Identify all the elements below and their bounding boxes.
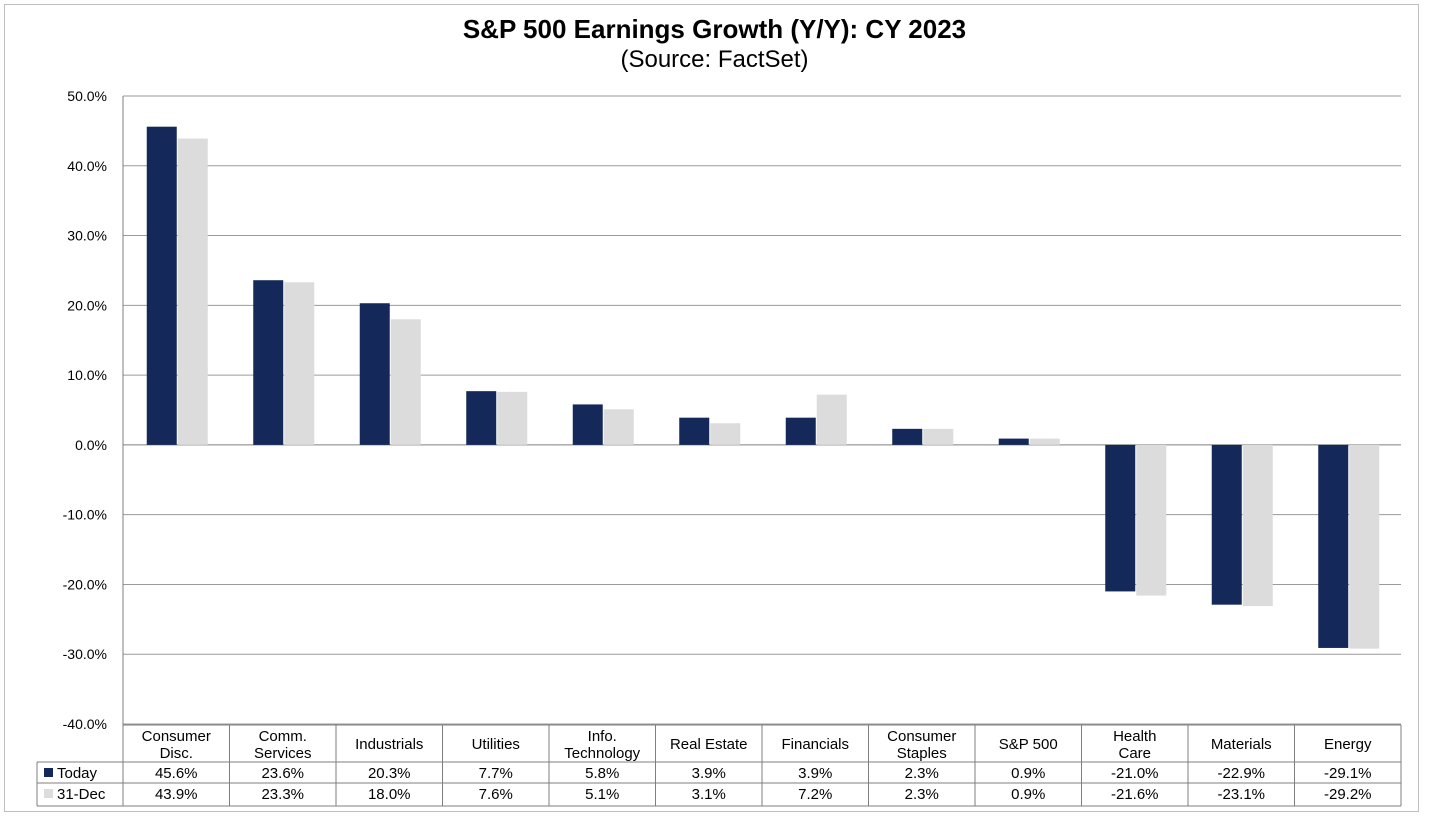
bar-today — [679, 417, 710, 445]
data-label: -22.9% — [1217, 765, 1265, 782]
bar-today — [466, 391, 497, 445]
y-tick-label: -10.0% — [63, 507, 107, 523]
data-label: 5.8% — [585, 765, 619, 782]
legend-label: Today — [57, 765, 98, 782]
data-label: 0.9% — [1011, 786, 1045, 803]
x-category-label: Info. — [588, 728, 617, 745]
gridlines — [123, 95, 1401, 725]
legend-key-today — [44, 768, 53, 777]
y-tick-label: -30.0% — [63, 646, 107, 662]
data-label: 23.6% — [261, 765, 304, 782]
data-label: 7.7% — [479, 765, 513, 782]
x-category-label: Consumer — [142, 728, 211, 745]
x-category-label: Financials — [781, 736, 849, 753]
y-tick-label: 40.0% — [67, 158, 107, 174]
x-category-label: Comm. — [259, 728, 307, 745]
bar-dec31 — [1349, 444, 1380, 649]
x-category-label: Care — [1118, 745, 1151, 762]
bar-today — [253, 280, 284, 445]
legend-key-dec31 — [44, 789, 53, 798]
legend-label: 31-Dec — [57, 786, 106, 803]
y-tick-label: -40.0% — [63, 716, 107, 732]
bar-today — [1211, 444, 1242, 605]
chart-title: S&P 500 Earnings Growth (Y/Y): CY 2023 — [462, 14, 967, 44]
bar-today — [892, 428, 923, 445]
bar-dec31 — [1242, 444, 1273, 607]
y-tick-label: 30.0% — [67, 228, 107, 244]
y-tick-label: -20.0% — [63, 576, 107, 592]
bar-dec31 — [284, 282, 315, 445]
data-label: 3.1% — [692, 786, 726, 803]
bar-dec31 — [1029, 438, 1060, 445]
data-label: 0.9% — [1011, 765, 1045, 782]
bar-dec31 — [603, 409, 634, 445]
bar-dec31 — [923, 428, 954, 445]
bars — [146, 126, 1380, 649]
bar-today — [998, 438, 1029, 445]
x-category-label: Utilities — [472, 736, 520, 753]
data-label: 45.6% — [155, 765, 198, 782]
bar-dec31 — [710, 423, 741, 445]
data-label: 3.9% — [798, 765, 832, 782]
chart-frame — [4, 4, 1419, 812]
bar-today — [146, 126, 177, 445]
x-category-label: Disc. — [160, 745, 193, 762]
x-category-label: Health — [1113, 728, 1156, 745]
y-axis: 50.0% 40.0% 30.0% 20.0% 10.0% 0.0% -10.0% -20.0… — [63, 88, 124, 806]
bar-dec31 — [1136, 444, 1167, 596]
bar-today — [572, 404, 603, 445]
data-label: 20.3% — [368, 765, 411, 782]
y-tick-label: 0.0% — [75, 437, 107, 453]
bar-today — [1318, 444, 1349, 648]
data-label: 23.3% — [261, 786, 304, 803]
y-tick-label: 20.0% — [67, 297, 107, 313]
bar-dec31 — [816, 394, 847, 445]
bar-today — [359, 303, 390, 445]
x-category-label: Staples — [897, 745, 947, 762]
data-label: 18.0% — [368, 786, 411, 803]
data-label: 3.9% — [692, 765, 726, 782]
bar-dec31 — [177, 138, 208, 445]
data-label: 2.3% — [905, 765, 939, 782]
x-category-label: Industrials — [355, 736, 423, 753]
x-category-label: S&P 500 — [999, 736, 1058, 753]
data-label: -29.2% — [1324, 786, 1372, 803]
bar-dec31 — [497, 391, 528, 445]
y-tick-label: 10.0% — [67, 367, 107, 383]
data-label: 7.2% — [798, 786, 832, 803]
bar-today — [1105, 444, 1136, 592]
data-label: -21.6% — [1111, 786, 1159, 803]
x-category-label: Services — [254, 745, 312, 762]
bar-dec31 — [390, 319, 421, 445]
x-category-label: Technology — [564, 745, 640, 762]
data-label: 7.6% — [479, 786, 513, 803]
data-label: -29.1% — [1324, 765, 1372, 782]
x-category-label: Materials — [1211, 736, 1272, 753]
data-label: -23.1% — [1217, 786, 1265, 803]
data-label: 2.3% — [905, 786, 939, 803]
y-tick-label: 50.0% — [67, 88, 107, 104]
data-label: 5.1% — [585, 786, 619, 803]
x-category-label: Real Estate — [670, 736, 748, 753]
bar-today — [785, 417, 816, 445]
x-category-label: Consumer — [887, 728, 956, 745]
x-category-label: Energy — [1324, 736, 1372, 753]
data-label: -21.0% — [1111, 765, 1159, 782]
data-label: 43.9% — [155, 786, 198, 803]
chart-subtitle: (Source: FactSet) — [620, 46, 809, 73]
